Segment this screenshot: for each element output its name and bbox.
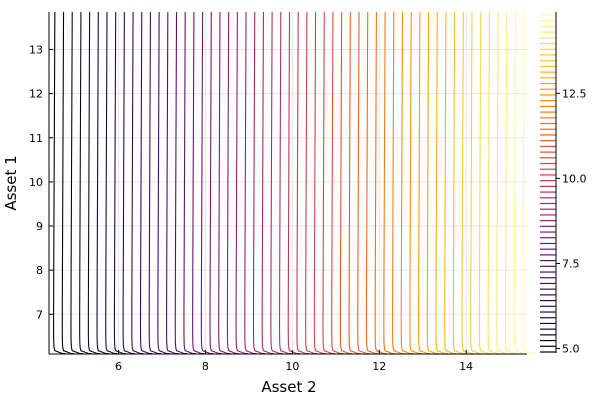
x-tick-label: 12 <box>372 360 386 373</box>
colorbar: 5.0 7.5 10.0 12.5 <box>540 12 587 356</box>
contour-line <box>400 11 413 355</box>
contour-line <box>131 11 144 355</box>
contour-line <box>426 11 440 355</box>
contour-line <box>287 11 300 355</box>
contour-lines <box>53 11 535 355</box>
contour-line <box>279 11 292 355</box>
contour-line <box>409 11 422 355</box>
contour-line <box>461 11 474 355</box>
contour-line <box>139 11 153 355</box>
colorbar-tick-label: 10.0 <box>562 172 587 185</box>
contour-line <box>157 11 170 355</box>
contour-line <box>331 11 344 355</box>
colorbar-tick-label: 7.5 <box>562 257 580 270</box>
contour-line <box>270 11 283 355</box>
contour-line <box>487 11 500 355</box>
contour-line <box>96 11 109 355</box>
contour-line <box>53 11 66 355</box>
y-tick-label: 10 <box>29 176 43 189</box>
contour-line <box>348 11 361 355</box>
contour-line <box>200 11 214 355</box>
contour-line <box>244 11 257 355</box>
contour-line <box>305 11 318 355</box>
contour-line <box>79 11 92 355</box>
contour-line <box>513 11 526 355</box>
contour-line <box>435 11 448 355</box>
contour-line <box>418 11 431 355</box>
y-axis-label: Asset 1 <box>2 155 20 210</box>
contour-line <box>357 11 370 355</box>
contour-line <box>383 11 396 355</box>
contour-line <box>148 11 161 355</box>
contour-line <box>226 11 240 355</box>
contour-line <box>183 11 196 355</box>
contour-line <box>339 11 353 355</box>
contour-line <box>522 11 535 355</box>
contour-line <box>313 11 327 355</box>
contour-line <box>365 11 379 355</box>
contour-line <box>70 11 83 355</box>
contour-line <box>261 11 274 355</box>
contour-line <box>218 11 231 355</box>
x-tick-label: 8 <box>202 360 209 373</box>
contour-line <box>87 11 101 355</box>
contour-line <box>105 11 118 355</box>
contour-line <box>235 11 248 355</box>
contour-line <box>174 11 188 355</box>
contour-line <box>166 11 179 355</box>
x-tick-label: 6 <box>115 360 122 373</box>
colorbar-tick-label: 12.5 <box>562 87 587 100</box>
x-axis-label: Asset 2 <box>261 378 316 396</box>
colorbar-tick-label: 5.0 <box>562 343 580 356</box>
y-tick-label: 9 <box>36 220 43 233</box>
contour-line <box>322 11 335 355</box>
contour-line <box>192 11 205 355</box>
contour-line <box>296 11 309 355</box>
contour-line <box>391 11 405 355</box>
x-tick-label: 14 <box>459 360 473 373</box>
contour-line <box>113 11 127 355</box>
contour-line <box>496 11 509 355</box>
contour-line <box>470 11 483 355</box>
y-tick-label: 8 <box>36 264 43 277</box>
x-tick-label: 10 <box>285 360 299 373</box>
contour-line <box>374 11 387 355</box>
contour-line <box>209 11 222 355</box>
contour-line <box>478 11 492 355</box>
y-tick-label: 7 <box>36 308 43 321</box>
contour-line <box>444 11 457 355</box>
contour-line <box>452 11 466 355</box>
y-tick-label: 12 <box>29 88 43 101</box>
y-tick-label: 11 <box>29 132 43 145</box>
contour-line <box>122 11 135 355</box>
y-tick-label: 13 <box>29 44 43 57</box>
contour-line <box>61 11 75 355</box>
axes: 6 8 10 12 14 7 8 9 10 11 12 13 <box>29 12 527 373</box>
contour-line <box>252 11 266 355</box>
contour-line <box>504 11 518 355</box>
